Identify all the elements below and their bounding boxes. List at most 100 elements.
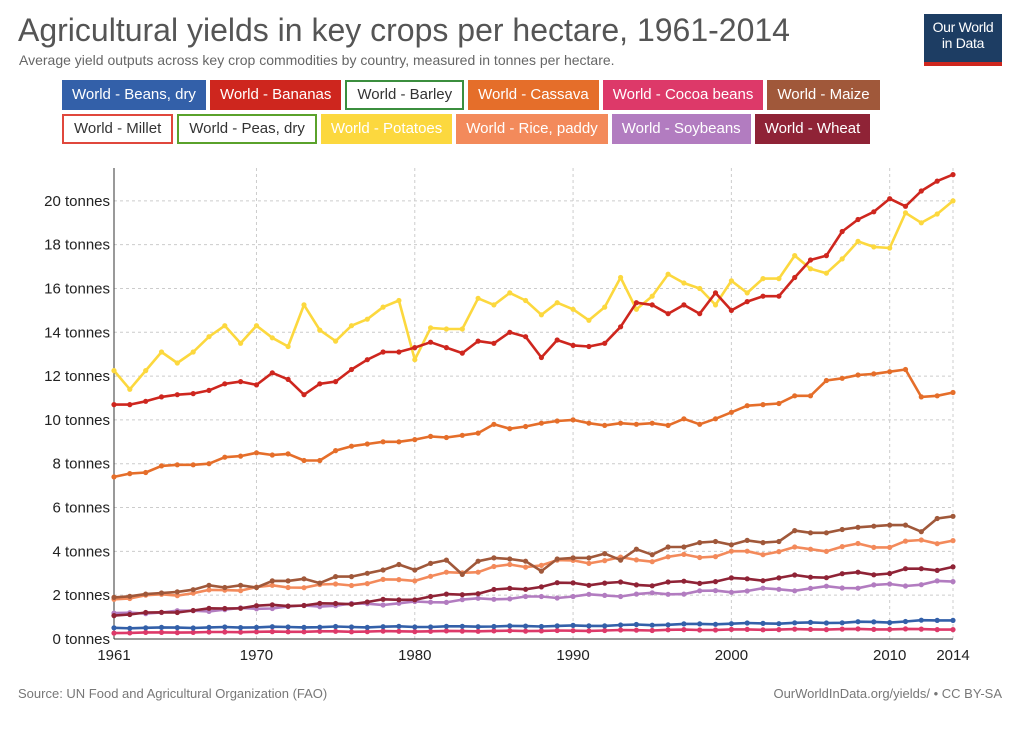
data-point-wheat [712, 579, 719, 585]
data-point-beans-dry [507, 623, 513, 629]
legend-peas-dry[interactable]: World - Peas, dry [177, 114, 317, 144]
data-point-cassava [301, 457, 307, 464]
data-point-maize [633, 546, 640, 552]
data-point-cassava [491, 421, 497, 427]
data-point-potatoes [665, 271, 671, 277]
data-point-bananas [348, 366, 355, 373]
data-point-beans-dry [428, 624, 434, 630]
legend-wheat[interactable]: World - Wheat [754, 114, 871, 144]
data-point-beans-dry [111, 625, 117, 631]
data-point-potatoes [887, 245, 893, 251]
data-point-cocoa-beans [285, 629, 291, 635]
data-point-potatoes [538, 312, 545, 318]
data-point-potatoes [285, 343, 291, 350]
data-point-soybeans [428, 599, 434, 605]
data-point-maize [618, 557, 624, 563]
data-point-cocoa-beans [523, 628, 529, 634]
data-point-maize [918, 529, 924, 535]
data-point-bananas [443, 345, 449, 351]
data-point-rice-paddy [333, 581, 339, 587]
data-point-cassava [475, 430, 481, 436]
data-point-potatoes [174, 360, 180, 366]
data-point-beans-dry [174, 625, 180, 631]
legend-rice-paddy[interactable]: World - Rice, paddy [456, 114, 608, 144]
legend-bananas[interactable]: World - Bananas [209, 80, 342, 110]
owid-logo[interactable]: Our World in Data [924, 14, 1002, 66]
y-tick-label: 6 tonnes [52, 500, 110, 517]
data-point-rice-paddy [174, 593, 180, 599]
data-point-potatoes [602, 304, 608, 310]
data-point-maize [412, 567, 418, 573]
data-point-wheat [792, 572, 798, 578]
legend-millet[interactable]: World - Millet [62, 114, 174, 144]
data-point-cassava [665, 422, 671, 428]
data-point-bananas [712, 290, 719, 296]
x-tick-label: 2000 [715, 647, 748, 664]
data-point-wheat [570, 580, 576, 586]
data-point-cassava [570, 417, 576, 423]
data-point-rice-paddy [586, 560, 592, 567]
data-point-potatoes [570, 306, 576, 312]
legend-beans-dry[interactable]: World - Beans, dry [62, 80, 206, 110]
data-point-cocoa-beans [475, 628, 481, 634]
data-point-potatoes [871, 244, 877, 250]
data-point-cocoa-beans [190, 629, 196, 636]
data-point-wheat [143, 609, 149, 616]
data-point-soybeans [570, 593, 576, 600]
data-point-wheat [253, 603, 260, 609]
data-point-maize [301, 576, 307, 582]
data-point-bananas [269, 370, 275, 376]
legend-soybeans[interactable]: World - Soybeans [611, 114, 751, 144]
data-point-soybeans [760, 585, 766, 591]
data-point-cocoa-beans [618, 627, 624, 633]
data-point-potatoes [317, 327, 323, 333]
data-point-potatoes [918, 220, 924, 226]
data-point-maize [206, 582, 212, 588]
data-point-beans-dry [918, 617, 924, 623]
data-point-rice-paddy [744, 548, 750, 554]
data-point-soybeans [950, 579, 956, 585]
data-point-soybeans [618, 593, 624, 600]
data-point-bananas [396, 349, 402, 355]
data-point-potatoes [158, 349, 165, 355]
legend-maize[interactable]: World - Maize [767, 80, 880, 110]
data-point-soybeans [744, 588, 750, 594]
data-point-cassava [728, 409, 735, 415]
data-point-rice-paddy [697, 554, 703, 561]
license-link[interactable]: OurWorldInData.org/yields/ • CC BY-SA [773, 686, 1002, 701]
x-tick-label: 1970 [240, 647, 273, 664]
data-point-rice-paddy [681, 551, 687, 558]
data-point-cassava [507, 426, 513, 432]
data-point-cassava [428, 433, 434, 439]
x-tick-label: 1961 [97, 647, 130, 664]
data-point-bananas [776, 293, 782, 299]
data-point-cocoa-beans [380, 628, 386, 634]
data-point-beans-dry [728, 621, 735, 627]
data-point-beans-dry [934, 617, 940, 624]
data-point-maize [459, 571, 465, 578]
data-point-beans-dry [554, 623, 560, 629]
legend-barley[interactable]: World - Barley [345, 80, 465, 110]
data-point-soybeans [554, 595, 560, 601]
data-point-cassava [285, 451, 291, 457]
legend-cocoa-beans[interactable]: World - Cocoa beans [602, 80, 764, 110]
data-point-maize [222, 584, 228, 591]
data-point-beans-dry [348, 624, 355, 630]
data-point-beans-dry [396, 623, 402, 629]
data-point-rice-paddy [507, 561, 513, 568]
data-point-cocoa-beans [950, 627, 956, 633]
data-point-beans-dry [317, 624, 323, 630]
data-point-bananas [934, 178, 940, 184]
series-line-cassava [113, 368, 954, 479]
data-point-maize [523, 558, 529, 564]
data-point-bananas [333, 379, 339, 385]
data-point-beans-dry [364, 624, 370, 631]
data-point-cassava [823, 377, 830, 384]
legend-cassava[interactable]: World - Cassava [468, 80, 599, 110]
data-point-wheat [459, 592, 465, 598]
data-point-bananas [158, 394, 165, 400]
data-point-wheat [301, 602, 307, 609]
legend-potatoes[interactable]: World - Potatoes [320, 114, 453, 144]
chart-subtitle: Average yield outputs across key crop co… [19, 52, 615, 68]
data-point-beans-dry [475, 624, 481, 630]
